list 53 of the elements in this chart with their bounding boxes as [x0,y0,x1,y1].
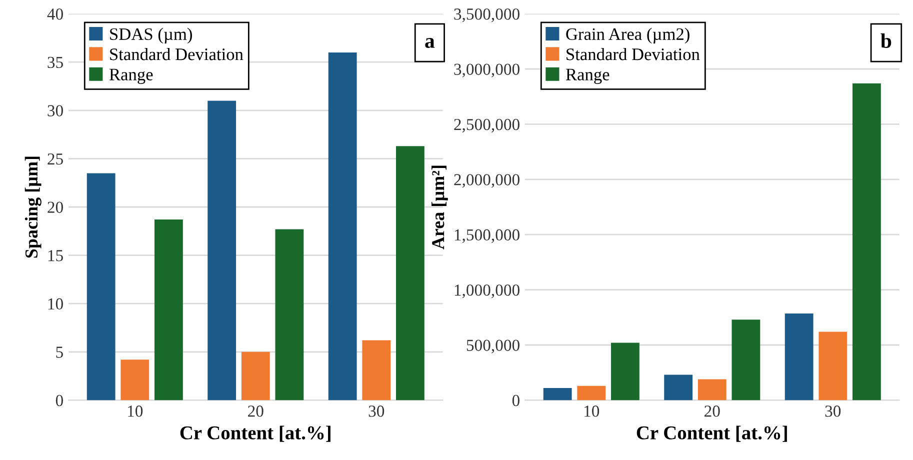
bar [275,229,304,400]
bar [362,340,391,400]
bar [852,83,881,400]
y-tick-label: 3,500,000 [454,8,520,22]
legend-label: Range [109,68,153,84]
bar [328,52,357,400]
bar [818,332,848,400]
bar [698,379,726,400]
bar [86,173,116,400]
y-tick-label: 2,000,000 [454,174,520,188]
bar [611,342,640,400]
x-axis-title: Cr Content [at.%] [636,426,787,442]
x-tick-label: 20 [704,406,720,417]
x-tick-label: 30 [368,406,384,417]
y-tick-label: 35 [48,56,63,68]
x-tick-label: 10 [584,406,600,417]
y-tick-label: 10 [48,298,63,310]
y-tick-label: 30 [48,105,63,116]
bar [396,146,424,400]
y-tick-label: 500,000 [466,340,520,354]
y-axis-title: Area [µm²] [432,166,448,250]
legend-label: Range [566,68,610,84]
legend-label: Standard Deviation [566,48,700,60]
bar [664,374,693,400]
y-tick-label: 0 [56,394,63,406]
bar [577,386,606,400]
y-tick-label: 20 [48,202,63,213]
bar [154,220,183,400]
bar [208,100,236,400]
bar [732,320,760,400]
y-tick-label: 2,500,000 [454,118,520,133]
bar [784,314,814,400]
legend-label: Standard Deviation [110,48,244,60]
x-tick-label: 30 [825,406,841,417]
y-tick-label: 1,000,000 [454,284,520,298]
y-axis-title: Spacing [µm] [24,156,42,258]
x-axis-title: Cr Content [at.%] [180,426,330,442]
y-tick-label: 0 [512,394,520,406]
x-tick-label: 20 [248,406,264,417]
bar [120,360,150,400]
y-tick-label: 15 [48,250,63,262]
legend-label: Grain Area (µm2) [566,28,690,44]
legend-label: SDAS (µm) [110,28,192,44]
bar [543,388,572,400]
y-tick-label: 1,500,000 [454,229,520,243]
bar [241,352,270,400]
y-tick-label: 5 [56,346,63,358]
y-tick-label: 40 [47,8,63,20]
y-tick-label: 3,000,000 [454,64,520,78]
annotation: b [880,33,892,48]
y-tick-label: 25 [48,153,63,165]
annotation: a [425,38,435,48]
x-tick-label: 10 [128,406,143,417]
